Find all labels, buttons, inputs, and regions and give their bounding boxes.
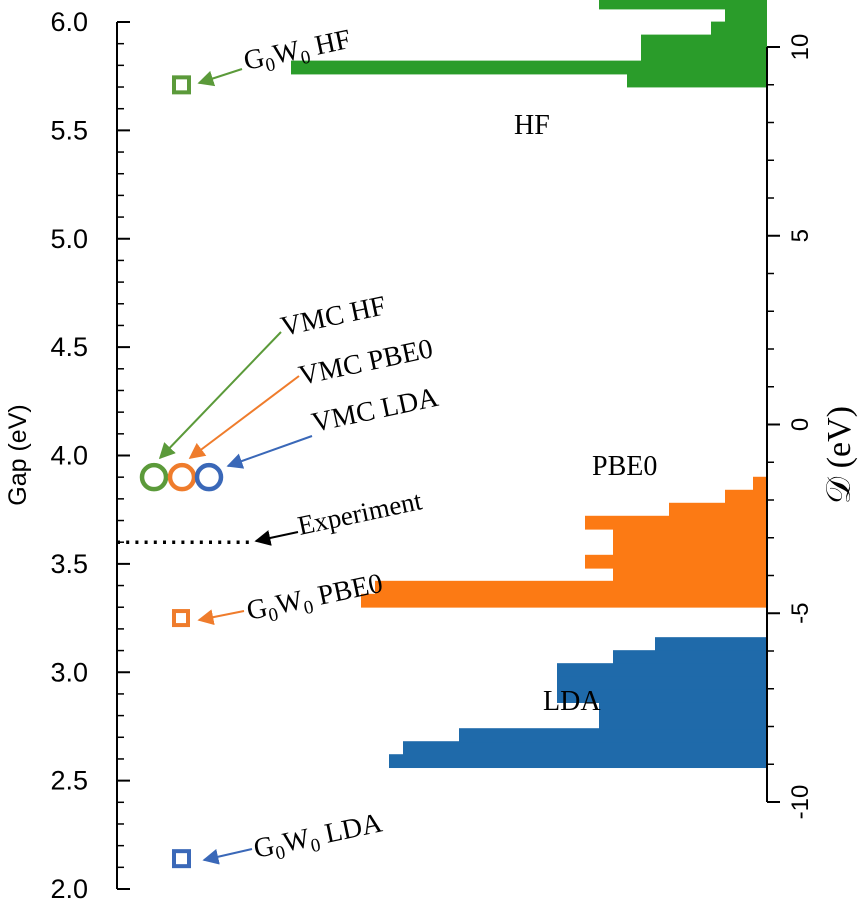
left-axis-label: Gap (eV)	[4, 404, 32, 505]
g0w0-pbe0-arrow	[197, 609, 245, 626]
vmc-hf-arrow	[158, 331, 282, 460]
g0w0-lda-arrow	[202, 848, 253, 865]
left-tick-label: 3.5	[50, 549, 88, 579]
histogram-bar-lda	[557, 689, 767, 703]
histogram-bar-lda	[459, 728, 767, 743]
vmc-hf-marker	[139, 462, 169, 492]
g0w0-pbe0-label: G0W0 PBE0	[244, 568, 386, 631]
vmc-lda-label: VMC LDA	[309, 382, 442, 439]
right-tick-label: -10	[787, 785, 814, 820]
histogram-bar-pbe0	[613, 567, 767, 582]
histogram-bar-pbe0	[585, 515, 767, 530]
left-tick-label: 3.0	[50, 657, 88, 687]
left-tick-label: 5.0	[50, 224, 88, 254]
vmc-lda-marker	[194, 462, 224, 492]
vmc-pbe0-label: VMC PBE0	[296, 333, 436, 392]
right-tick-label: -5	[787, 603, 814, 624]
histogram-bar-hf	[641, 47, 767, 62]
histogram-bar-pbe0	[375, 580, 767, 595]
left-axis-ticks: 2.0 2.5 3.0 3.5 4.0 4.5 5.0 5.5 6.0	[50, 7, 130, 904]
left-tick-label: 2.5	[50, 766, 88, 796]
g0w0-hf-marker	[172, 75, 191, 95]
histogram-bar-lda	[655, 637, 767, 651]
right-axis-label: 𝒟 (eV)	[821, 406, 858, 504]
experiment-label: Experiment	[295, 485, 425, 541]
histogram-bar-lda	[599, 702, 767, 716]
histogram-bar-hf	[711, 21, 767, 36]
right-axis-ticks: -10 -5 0 5 10	[767, 34, 814, 820]
left-tick-label: 6.0	[50, 7, 88, 37]
histogram-bar-hf	[725, 8, 767, 23]
hist-label-lda: LDA	[543, 686, 601, 717]
hist-label-hf: HF	[514, 110, 550, 141]
histogram-bar-pbe0	[725, 489, 767, 504]
histogram-bar-lda	[557, 663, 767, 677]
vmc-pbe0-marker	[167, 462, 197, 492]
vmc-lda-arrow	[226, 435, 313, 469]
histogram-bar-pbe0	[613, 541, 767, 556]
g0w0-pbe0-marker	[172, 609, 190, 628]
histogram-bar-hf	[641, 34, 767, 49]
g0w0-lda-label: G0W0 LDA	[251, 807, 386, 868]
histogram-bar-lda	[389, 754, 767, 769]
histogram-bar-lda	[599, 715, 767, 730]
g0w0-lda-marker	[172, 849, 191, 869]
vmc-pbe0-arrow	[188, 375, 300, 459]
vmc-hf-label: VMC HF	[278, 290, 389, 342]
histogram-bar-hf	[627, 73, 767, 88]
right-tick-label: 5	[787, 229, 814, 242]
g0w0-hf-label: G0W0 HF	[241, 24, 354, 81]
hist-label-pbe0: PBE0	[592, 451, 657, 482]
histogram-bar-pbe0	[585, 554, 767, 569]
histogram-bar-hf	[599, 0, 767, 10]
experiment-arrow	[254, 530, 299, 546]
g0w0-hf-arrow	[197, 68, 243, 87]
histogram-bar-lda	[557, 676, 767, 690]
histogram-bar-pbe0	[361, 593, 767, 608]
histogram-bar-pbe0	[669, 502, 767, 517]
left-tick-label: 2.0	[50, 874, 88, 904]
histogram-bar-hf	[291, 60, 767, 75]
left-tick-label: 5.5	[50, 115, 88, 145]
histogram-layer	[291, 0, 767, 769]
histogram-bar-lda	[613, 650, 767, 664]
histogram-bar-lda	[403, 741, 767, 756]
right-tick-label: 0	[787, 418, 814, 431]
histogram-bar-pbe0	[753, 476, 767, 491]
left-tick-label: 4.5	[50, 332, 88, 362]
right-tick-label: 10	[787, 34, 814, 61]
histogram-bar-pbe0	[613, 528, 767, 543]
left-tick-label: 4.0	[50, 441, 88, 471]
